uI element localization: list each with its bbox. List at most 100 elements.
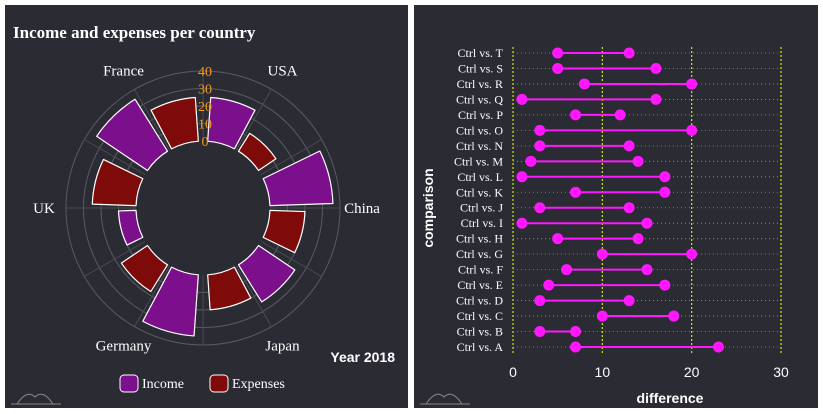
- high-point: [641, 264, 653, 276]
- high-point: [623, 47, 635, 59]
- watermark-logo: [420, 393, 470, 405]
- grid-spoke: [236, 265, 272, 327]
- high-point: [623, 140, 635, 152]
- income-bar: [142, 266, 199, 337]
- low-point: [534, 124, 546, 136]
- income-bar: [117, 209, 144, 246]
- category-label: France: [103, 63, 144, 79]
- y-tick-label: Ctrl vs. I: [461, 216, 503, 230]
- expenses-bar: [237, 132, 277, 172]
- high-point: [632, 233, 644, 245]
- y-tick-label: Ctrl vs. H: [456, 232, 503, 246]
- y-tick-label: Ctrl vs. M: [454, 154, 503, 168]
- low-point: [516, 93, 528, 105]
- y-tick-label: Ctrl vs. N: [456, 139, 503, 153]
- x-tick-label: 20: [684, 364, 700, 380]
- radial-tick-label: 10: [198, 118, 212, 133]
- income-bar: [262, 150, 334, 207]
- expenses-bar: [150, 96, 199, 150]
- expenses-bar: [262, 209, 306, 254]
- high-point: [686, 78, 698, 90]
- high-point: [650, 93, 662, 105]
- low-point: [552, 62, 564, 74]
- low-point: [516, 171, 528, 183]
- y-tick-label: Ctrl vs. O: [456, 123, 503, 137]
- y-tick-label: Ctrl vs. L: [457, 170, 503, 184]
- x-tick-label: 0: [509, 364, 517, 380]
- high-point: [623, 295, 635, 307]
- high-point: [614, 109, 626, 121]
- expenses-bar: [120, 244, 169, 293]
- y-tick-label: Ctrl vs. R: [457, 77, 503, 91]
- high-point: [623, 202, 635, 214]
- y-axis-label: comparison: [420, 168, 436, 247]
- low-point: [534, 295, 546, 307]
- dumbbell-chart-panel: Ctrl vs. A Ctrl vs. B Ctrl vs. C Ctrl vs. D…: [414, 5, 818, 408]
- high-point: [686, 124, 698, 136]
- chart-title: Income and expenses per country: [13, 23, 256, 42]
- polar-bar-chart: Income and expenses per country 0 10 20 30 4…: [11, 23, 395, 405]
- y-tick-label: Ctrl vs. G: [456, 247, 503, 261]
- low-point: [552, 233, 564, 245]
- low-point: [552, 47, 564, 59]
- category-label: China: [344, 201, 380, 217]
- radial-tick-label: 20: [198, 100, 212, 115]
- low-point: [596, 248, 608, 260]
- y-tick-label: Ctrl vs. E: [457, 278, 503, 292]
- high-point: [659, 171, 671, 183]
- y-tick-label: Ctrl vs. B: [457, 325, 503, 339]
- low-point: [534, 140, 546, 152]
- grid-spoke: [236, 89, 272, 151]
- y-tick-label: Ctrl vs. K: [456, 185, 503, 199]
- grid-spoke: [134, 89, 170, 151]
- y-tick-label: Ctrl vs. D: [456, 294, 503, 308]
- low-point: [570, 341, 582, 353]
- high-point: [686, 248, 698, 260]
- low-point: [525, 155, 537, 167]
- income-bar: [237, 244, 296, 303]
- y-tick-label: Ctrl vs. A: [457, 340, 504, 354]
- low-point: [578, 78, 590, 90]
- legend-label: Expenses: [232, 377, 285, 392]
- income-bar: [207, 96, 256, 150]
- high-point: [570, 326, 582, 338]
- y-tick-label: Ctrl vs. J: [460, 201, 503, 215]
- y-tick-label: Ctrl vs. T: [458, 46, 504, 60]
- category-label: UK: [33, 201, 55, 217]
- legend: Income Expenses: [119, 374, 285, 393]
- high-point: [659, 186, 671, 198]
- grid-spoke: [84, 139, 146, 175]
- low-point: [516, 217, 528, 229]
- expenses-bar: [207, 266, 252, 311]
- low-point: [543, 279, 555, 291]
- radial-tick-label: 0: [202, 135, 209, 150]
- grid-spoke: [260, 139, 322, 175]
- high-point: [641, 217, 653, 229]
- high-point: [650, 62, 662, 74]
- category-label: Japan: [265, 339, 300, 355]
- grid-spoke: [84, 241, 146, 277]
- low-point: [570, 186, 582, 198]
- legend-label: Income: [142, 377, 184, 392]
- high-point: [659, 279, 671, 291]
- low-point: [561, 264, 573, 276]
- legend-swatch: [209, 374, 229, 393]
- low-point: [534, 202, 546, 214]
- low-point: [534, 326, 546, 338]
- category-label: USA: [267, 63, 297, 79]
- y-tick-label: Ctrl vs. Q: [456, 92, 503, 106]
- low-point: [570, 109, 582, 121]
- year-annotation: Year 2018: [330, 349, 395, 365]
- y-tick-label: Ctrl vs. P: [458, 108, 503, 122]
- low-point: [596, 310, 608, 322]
- radial-tick-label: 30: [198, 83, 212, 98]
- radial-tick-label: 40: [198, 65, 212, 80]
- x-axis-label: difference: [637, 390, 704, 406]
- high-point: [668, 310, 680, 322]
- watermark-logo: [11, 393, 61, 405]
- y-tick-label: Ctrl vs. F: [458, 263, 503, 277]
- y-tick-label: Ctrl vs. S: [458, 61, 503, 75]
- grid-spoke: [260, 241, 322, 277]
- high-point: [632, 155, 644, 167]
